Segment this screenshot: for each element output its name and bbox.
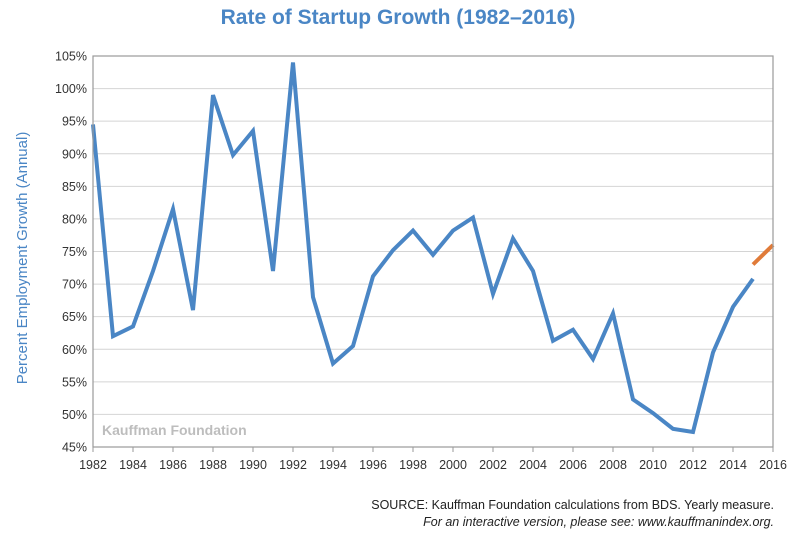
y-axis-label: Percent Employment Growth (Annual): [14, 132, 31, 385]
x-tick-label: 1998: [399, 458, 427, 472]
x-tick-label: 2002: [479, 458, 507, 472]
y-tick-label: 75%: [62, 245, 87, 259]
y-tick-label: 80%: [62, 212, 87, 226]
x-tick-label: 2014: [719, 458, 747, 472]
note-text: For an interactive version, please see: …: [423, 515, 774, 529]
series-line-main: [91, 62, 755, 435]
y-tick-label: 90%: [62, 147, 87, 161]
x-tick-label: 2000: [439, 458, 467, 472]
x-tick-label: 1992: [279, 458, 307, 472]
x-tick-label: 2006: [559, 458, 587, 472]
y-tick-label: 100%: [55, 82, 87, 96]
source-block: SOURCE: Kauffman Foundation calculations…: [371, 497, 774, 531]
x-tick-label: 1982: [79, 458, 107, 472]
x-tick-label: 1986: [159, 458, 187, 472]
plot-border: [92, 55, 774, 448]
series-lines: [91, 62, 775, 435]
x-tick-label: 1994: [319, 458, 347, 472]
y-tick-label: 95%: [62, 115, 87, 129]
x-tick-label: 1984: [119, 458, 147, 472]
y-tick-label: 65%: [62, 310, 87, 324]
x-tick-label: 2008: [599, 458, 627, 472]
y-tick-label: 105%: [55, 50, 87, 64]
y-tick-label: 85%: [62, 180, 87, 194]
x-tick-label: 1988: [199, 458, 227, 472]
x-tick-label: 2004: [519, 458, 547, 472]
y-tick-label: 50%: [62, 408, 87, 422]
x-tick-label: 2012: [679, 458, 707, 472]
series-line-latest: [751, 243, 775, 266]
x-tick-label: 2010: [639, 458, 667, 472]
y-tick-labels: 45% 50% 55% 60% 65% 70% 75% 80% 85% 90% 95% 100% 105…: [55, 50, 87, 455]
x-tick-label: 2016: [759, 458, 787, 472]
y-tick-label: 70%: [62, 278, 87, 292]
grid-lines: [93, 55, 773, 448]
x-tick-label: 1996: [359, 458, 387, 472]
watermark-text: Kauffman Foundation: [102, 422, 247, 438]
x-tick-labels: 1982 1984 1986 1988 1990 1992 1994 1996 1998 2000…: [79, 447, 787, 472]
source-text: SOURCE: Kauffman Foundation calculations…: [371, 498, 774, 512]
y-tick-label: 60%: [62, 343, 87, 357]
y-tick-label: 55%: [62, 375, 87, 389]
x-tick-label: 1990: [239, 458, 267, 472]
chart-title: Rate of Startup Growth (1982–2016): [220, 6, 576, 29]
y-tick-label: 45%: [62, 441, 87, 455]
